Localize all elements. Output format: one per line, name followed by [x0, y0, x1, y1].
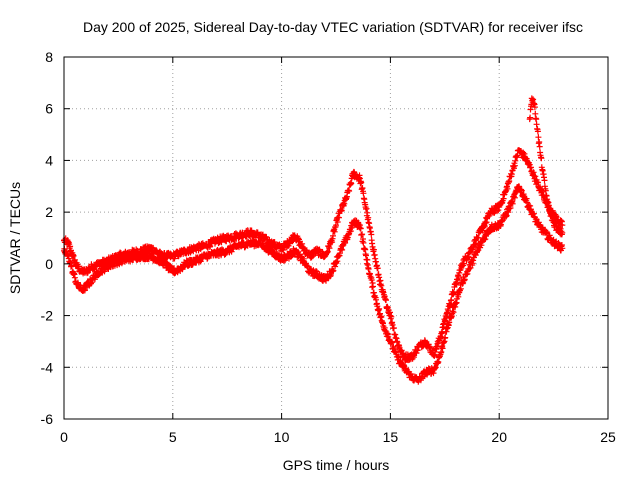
grid: [64, 57, 608, 419]
y-tick-label: -2: [41, 308, 54, 324]
y-tick-label: 2: [45, 204, 53, 220]
data-points: [61, 95, 566, 385]
x-tick-label: 5: [169, 429, 177, 445]
marker-path: [526, 95, 566, 238]
y-tick-label: -4: [41, 359, 54, 375]
y-tick-label: 0: [45, 256, 53, 272]
y-tick-label: 8: [45, 49, 53, 65]
y-tick-label: 6: [45, 101, 53, 117]
y-axis-label: SDTVAR / TECUs: [7, 182, 23, 294]
chart-title: Day 200 of 2025, Sidereal Day-to-day VTE…: [83, 19, 583, 35]
axis-ticks: 0 5 10 15 20 25 -6 -4 -2 0 2 4 6 8: [41, 49, 616, 445]
y-tick-label: -6: [41, 411, 54, 427]
x-tick-label: 10: [274, 429, 290, 445]
x-tick-label: 20: [491, 429, 507, 445]
x-axis-label: GPS time / hours: [283, 457, 390, 473]
x-tick-label: 15: [383, 429, 399, 445]
series-2: [526, 95, 566, 238]
x-tick-label: 25: [600, 429, 616, 445]
y-tick-label: 4: [45, 152, 53, 168]
x-tick-label: 0: [60, 429, 68, 445]
plot-frame: [63, 56, 609, 420]
